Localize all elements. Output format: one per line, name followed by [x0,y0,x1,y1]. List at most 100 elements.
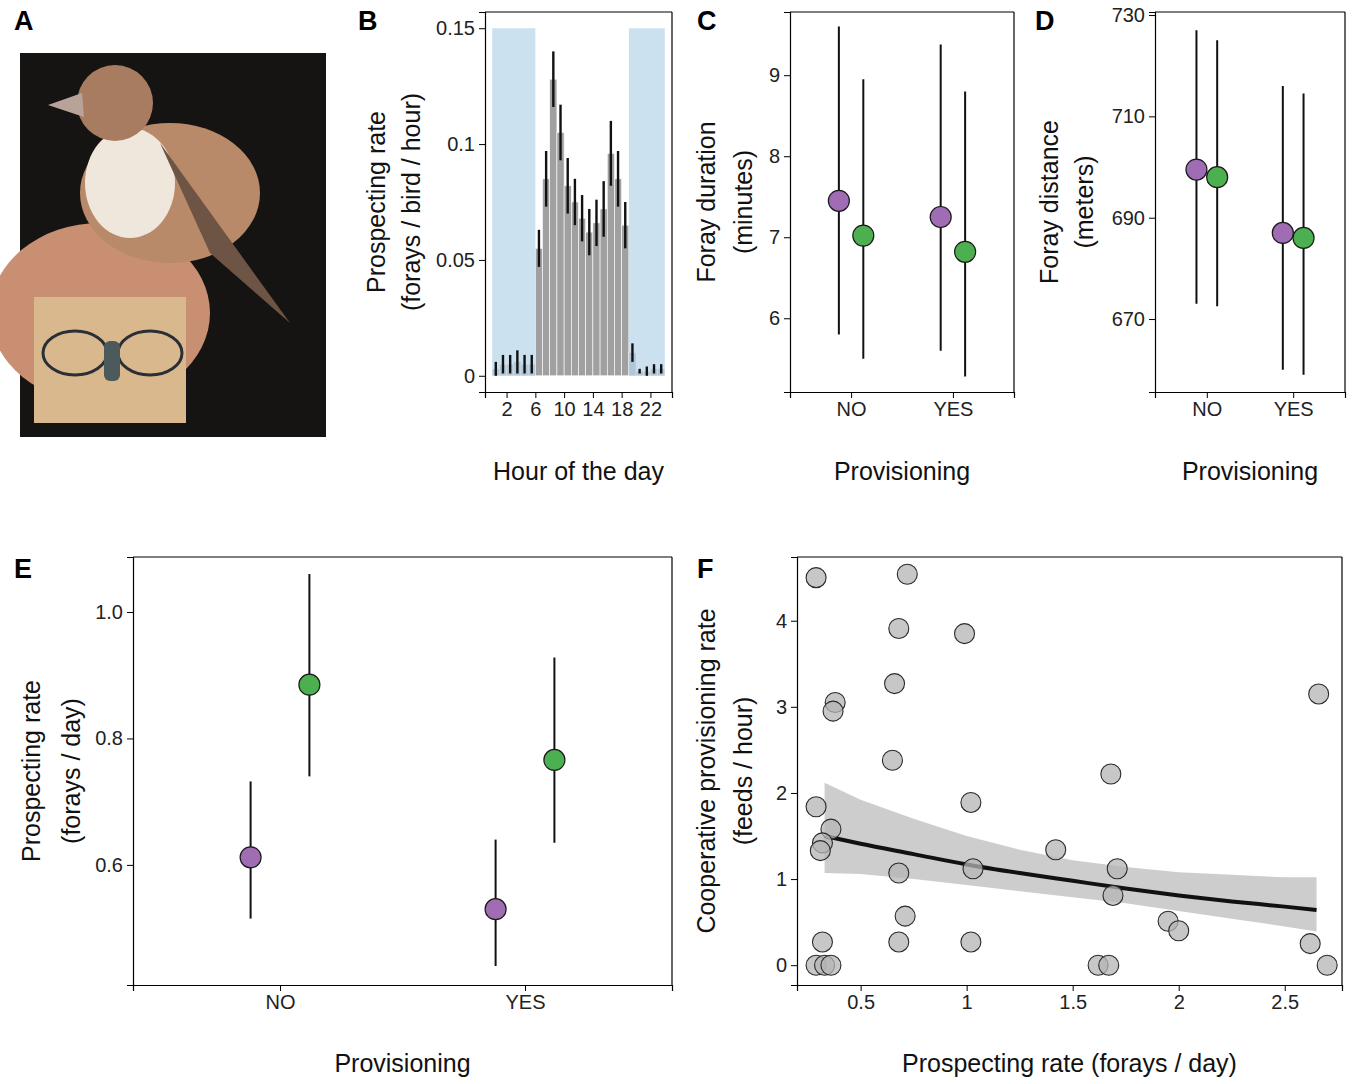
axis-line [791,393,1015,399]
tick-mark [791,965,797,966]
frame [671,12,672,392]
bar [607,153,614,375]
tick-label: 0.1 [447,133,475,155]
tick: 670 [1112,308,1155,330]
tick-mark [507,392,508,398]
x-axis-title: Prospecting rate (forays / day) [902,1049,1237,1077]
x-axis: NOYES [134,985,673,1013]
y-axis: 00.050.10.15 [436,13,485,393]
point [1169,921,1189,941]
point [961,932,981,952]
fit-line [825,836,1317,910]
tick-label: 18 [611,398,633,420]
frame [671,557,672,985]
error-bar [964,91,966,376]
axis-line [486,393,673,399]
tick-label: 690 [1112,207,1145,229]
axis-line [791,558,798,986]
bar [564,186,571,376]
x-axis: NOYES [791,392,1015,420]
error-bar [660,364,662,373]
point [897,564,917,584]
night-shading [629,28,665,376]
y-axis-title: Foray distance [1035,120,1063,284]
tick-label: 670 [1112,308,1145,330]
point [882,750,902,770]
error-bar [624,202,626,248]
error-bar [509,355,511,374]
tick-label: 22 [640,398,662,420]
tick-mark [593,392,594,398]
point [853,225,874,246]
photo-bird-head [77,65,153,141]
panel-letter: F [697,554,714,584]
error-bar [523,355,525,374]
tick-mark [784,156,790,157]
frame [1341,557,1342,985]
tick: 730 [1112,4,1155,26]
tick-mark [280,985,281,991]
error-bar [940,44,942,350]
y-axis-title: (forays / day) [57,698,85,844]
tick-label: 0.15 [436,17,475,39]
point [806,797,826,817]
point [823,701,843,721]
panel-letter: D [1035,6,1055,36]
plot-area [828,27,975,377]
tick: 1 [776,868,797,890]
tick-mark [650,392,651,398]
tick-mark [784,75,790,76]
error-bar [495,362,497,376]
error-bar [531,355,533,374]
bar [550,79,557,376]
error-bar [646,367,648,376]
point [1107,859,1127,879]
tick-mark [791,793,797,794]
tick-label: 14 [582,398,604,420]
frame [1155,11,1345,12]
tick-label: 710 [1112,105,1145,127]
error-bar [617,151,619,207]
tick-mark [1285,985,1286,991]
point [889,932,909,952]
tick-mark [127,738,133,739]
tick: 690 [1112,207,1155,229]
photo-harness [43,331,107,375]
tick-mark [1149,319,1155,320]
error-bar [559,105,561,161]
point [889,618,909,638]
error-bar [567,158,569,214]
tick-label: 6 [769,307,780,329]
tick: 22 [640,392,662,420]
plot-area [240,574,565,966]
point [930,206,951,227]
tick-mark [479,260,485,261]
point [1101,764,1121,784]
panel: 261014182200.050.10.15Prospecting rate(f… [362,12,673,485]
tick-label: 7 [769,226,780,248]
tick-mark [1179,985,1180,991]
axis-line [1149,13,1156,393]
tick-mark [851,392,852,398]
x-axis: 2610141822 [486,392,673,420]
tick: 2.5 [1271,985,1299,1013]
tick: 7 [769,226,790,248]
tick-label: 0 [776,954,787,976]
tick-mark [953,392,954,398]
tick-mark [784,318,790,319]
photo-tag [104,341,120,381]
tick-label: NO [837,398,867,420]
error-bar [595,200,597,246]
error-bar [631,343,633,362]
y-axis-title: (meters) [1070,155,1098,248]
point [299,674,320,695]
tick-label: 4 [776,610,787,632]
error-bar [862,79,864,359]
tick-mark [127,865,133,866]
tick-mark [535,392,536,398]
tick: 9 [769,64,790,86]
tick: 0 [776,954,797,976]
panel-letter: E [14,554,32,584]
x-axis: NOYES [1156,392,1346,420]
photo-bird-beak [48,93,84,117]
